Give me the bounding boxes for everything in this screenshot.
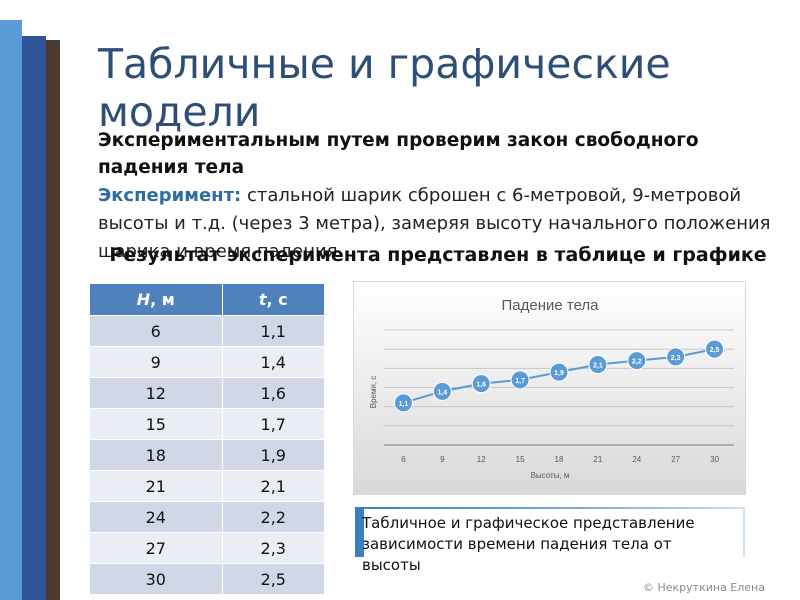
cell-height: 15: [89, 408, 223, 440]
cell-time: 2,2: [221, 501, 326, 533]
result-statement: Результат эксперимента представлен в таб…: [109, 244, 767, 266]
chart-data-label: 2,1: [593, 363, 603, 370]
chart-data-point: [471, 374, 491, 394]
chart-title: Падение тела: [501, 297, 599, 314]
table-row: 9 1,4: [89, 346, 326, 378]
table-row: 12 1,6: [89, 377, 326, 409]
cell-height: 18: [89, 439, 223, 471]
chart-data-label: 1,7: [515, 378, 525, 385]
cell-time: 2,5: [221, 563, 326, 595]
table-row: 30 2,5: [89, 563, 326, 595]
cell-height: 30: [89, 563, 223, 595]
line-chart: Падение тела 6 9 12 15 18 21 24 27 30 Высоты, м …: [354, 282, 745, 494]
chart-data-label: 1,4: [437, 389, 447, 396]
chart-data-point: [549, 362, 569, 382]
table-header-row: H, м t, с: [89, 283, 326, 316]
chart-y-label: Время, с: [369, 376, 378, 409]
copyright-text: © Некруткина Елена: [643, 581, 765, 594]
header-height-var: H: [136, 290, 151, 309]
chart-x-tick-label: 15: [516, 455, 525, 464]
chart-data-point: [666, 347, 686, 367]
header-height: H, м: [89, 283, 223, 316]
cell-time: 1,7: [221, 408, 326, 440]
table-row: 6 1,1: [89, 315, 326, 347]
chart-x-tick-label: 6: [401, 455, 406, 464]
chart-data-label: 2,3: [671, 355, 681, 362]
chart-x-tick-label: 27: [671, 455, 680, 464]
chart-background: [354, 282, 745, 494]
data-table: H, м t, с 6 1,1 9 1,4 12 1,6 15 1,7 18 1,9 21…: [89, 283, 326, 595]
decor-bar-light-blue: [0, 20, 22, 600]
chart-x-label: Высоты, м: [531, 471, 570, 480]
chart-data-point: [705, 339, 725, 359]
chart-x-tick-label: 18: [555, 455, 564, 464]
cell-time: 1,6: [221, 377, 326, 409]
cell-height: 12: [89, 377, 223, 409]
chart-x-tick-label: 9: [440, 455, 445, 464]
header-height-unit: , м: [150, 290, 175, 309]
table-row: 18 1,9: [89, 439, 326, 471]
cell-height: 27: [89, 532, 223, 564]
chart-x-tick-label: 24: [632, 455, 641, 464]
header-time-unit: , с: [266, 290, 288, 309]
chart-data-label: 1,1: [399, 401, 409, 408]
chart-data-point: [627, 351, 647, 371]
header-time: t, с: [221, 283, 326, 316]
cell-time: 2,3: [221, 532, 326, 564]
chart-x-tick-label: 30: [710, 455, 719, 464]
chart-panel: Падение тела 6 9 12 15 18 21 24 27 30 Высоты, м …: [353, 281, 746, 495]
caption-text: Табличное и графическое представление за…: [362, 514, 695, 574]
chart-x-tick-label: 21: [593, 455, 602, 464]
chart-series: 1,1 1,4 1,6 1,7 1,9 2,1 2,2 2,3 2,5: [393, 339, 725, 413]
experiment-label: Эксперимент:: [98, 185, 242, 206]
experiment-description: Эксперимент: стальной шарик сброшен с 6-…: [98, 182, 788, 266]
chart-data-point: [510, 370, 530, 390]
cell-height: 9: [89, 346, 223, 378]
chart-x-tick-label: 12: [477, 455, 486, 464]
table-row: 15 1,7: [89, 408, 326, 440]
cell-time: 1,9: [221, 439, 326, 471]
chart-data-point: [393, 393, 413, 413]
slide-subtitle: Экспериментальным путем проверим закон с…: [98, 130, 699, 178]
table-row: 24 2,2: [89, 501, 326, 533]
chart-data-label: 1,6: [476, 382, 486, 389]
chart-data-label: 2,5: [710, 347, 720, 354]
chart-x-ticks: 6 9 12 15 18 21 24 27 30: [401, 455, 719, 464]
cell-height: 24: [89, 501, 223, 533]
chart-data-point: [588, 355, 608, 374]
cell-time: 1,4: [221, 346, 326, 378]
slide-title: Табличные и графические модели: [98, 40, 671, 136]
cell-height: 6: [89, 315, 223, 347]
table-row: 21 2,1: [89, 470, 326, 502]
chart-data-label: 2,2: [632, 359, 642, 366]
cell-height: 21: [89, 470, 223, 502]
cell-time: 1,1: [221, 315, 326, 347]
header-time-var: t: [258, 290, 267, 309]
caption-box: [364, 509, 743, 573]
cell-time: 2,1: [221, 470, 326, 502]
table-row: 27 2,3: [89, 532, 326, 564]
chart-data-point: [432, 381, 452, 401]
experiment-text: стальной шарик сброшен с 6-метровой, 9-м…: [98, 185, 771, 262]
chart-data-label: 1,9: [554, 370, 564, 377]
